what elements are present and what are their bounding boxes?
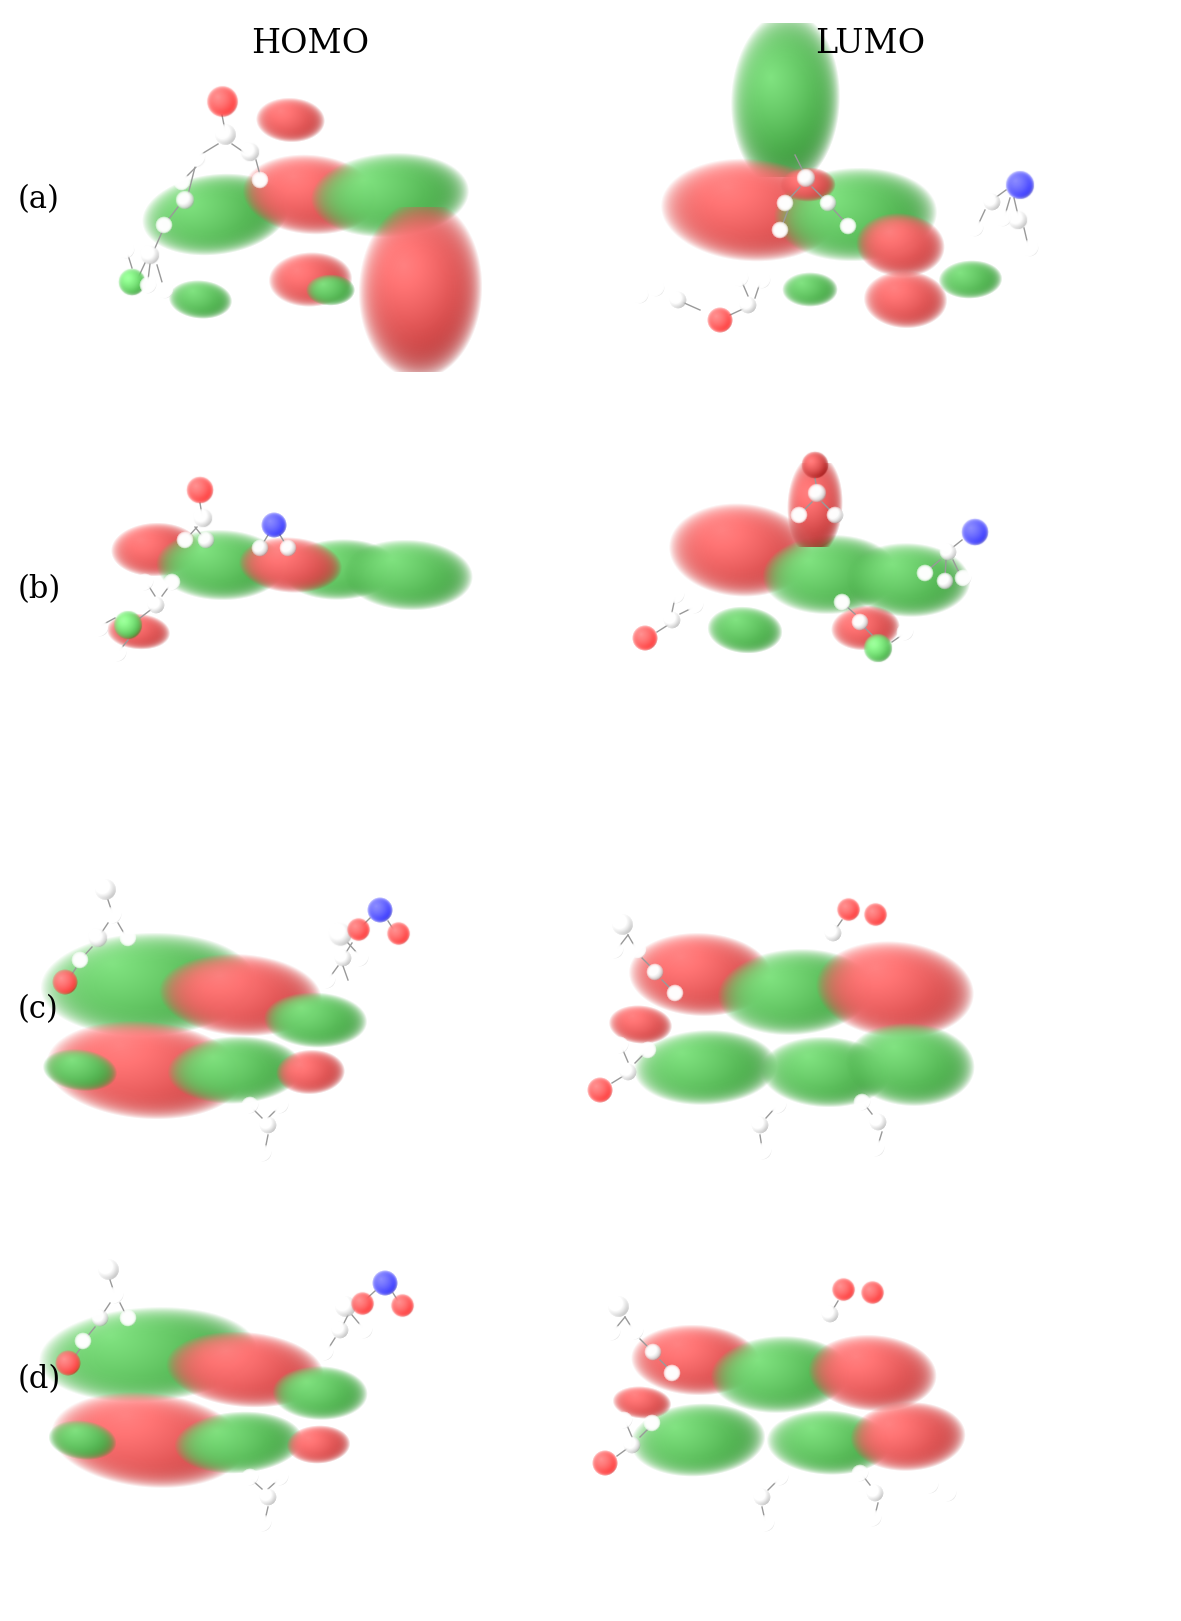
Text: (b): (b) <box>18 574 61 606</box>
Text: (d): (d) <box>18 1365 61 1396</box>
Text: (c): (c) <box>18 995 59 1026</box>
Text: (a): (a) <box>18 185 60 216</box>
Text: LUMO: LUMO <box>815 28 925 60</box>
Text: HOMO: HOMO <box>250 28 368 60</box>
